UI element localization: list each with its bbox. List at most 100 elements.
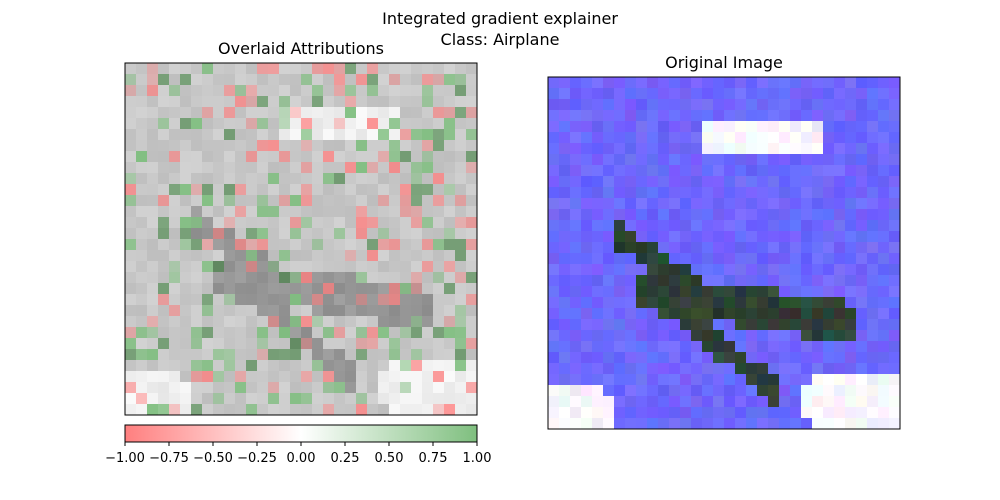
attribution-cell: [279, 118, 291, 130]
image-pixel: [735, 253, 747, 265]
image-pixel: [669, 187, 681, 199]
image-pixel: [691, 154, 703, 166]
attribution-cell: [334, 162, 346, 174]
attribution-cell: [279, 239, 291, 251]
image-pixel: [625, 198, 637, 210]
image-pixel: [823, 385, 835, 397]
image-pixel: [713, 286, 725, 298]
image-pixel: [735, 220, 747, 232]
image-pixel: [570, 341, 582, 353]
attribution-cell: [213, 118, 225, 130]
attribution-cell: [246, 162, 258, 174]
attribution-cell: [422, 382, 434, 394]
image-pixel: [856, 418, 868, 430]
image-pixel: [845, 143, 857, 155]
attribution-cell: [378, 217, 390, 229]
attribution-cell: [235, 272, 247, 284]
image-pixel: [856, 121, 868, 133]
attribution-cell: [202, 206, 214, 218]
image-pixel: [713, 198, 725, 210]
attribution-cell: [169, 129, 181, 141]
attribution-cell: [246, 151, 258, 163]
attribution-cell: [191, 239, 203, 251]
attribution-cell: [235, 173, 247, 185]
image-pixel: [669, 264, 681, 276]
attribution-cell: [378, 294, 390, 306]
attribution-cell: [455, 272, 467, 284]
attribution-cell: [147, 338, 159, 350]
image-pixel: [779, 363, 791, 375]
image-pixel: [713, 385, 725, 397]
image-pixel: [724, 275, 736, 287]
attribution-cell: [246, 261, 258, 273]
attribution-cell: [279, 404, 291, 416]
image-pixel: [614, 385, 626, 397]
attribution-cell: [213, 162, 225, 174]
attribution-cell: [444, 283, 456, 295]
image-pixel: [889, 110, 901, 122]
image-pixel: [625, 253, 637, 265]
image-pixel: [768, 363, 780, 375]
image-pixel: [779, 187, 791, 199]
attribution-cell: [345, 173, 357, 185]
attribution-cell: [444, 349, 456, 361]
image-pixel: [867, 110, 879, 122]
attribution-cell: [180, 349, 192, 361]
attribution-cell: [169, 272, 181, 284]
image-pixel: [823, 143, 835, 155]
image-pixel: [625, 319, 637, 331]
attribution-cell: [257, 294, 269, 306]
image-pixel: [735, 132, 747, 144]
image-pixel: [779, 143, 791, 155]
image-pixel: [548, 341, 560, 353]
attribution-cell: [268, 107, 280, 119]
attribution-cell: [323, 382, 335, 394]
attribution-cell: [246, 63, 258, 75]
attribution-cell: [301, 261, 313, 273]
attribution-cell: [345, 327, 357, 339]
image-pixel: [669, 110, 681, 122]
attribution-cell: [389, 184, 401, 196]
colorbar-tick-label: 0.75: [419, 451, 448, 466]
attribution-cell: [180, 184, 192, 196]
image-pixel: [790, 77, 802, 89]
attribution-cell: [158, 393, 170, 405]
image-pixel: [735, 286, 747, 298]
image-pixel: [669, 165, 681, 177]
image-pixel: [834, 209, 846, 221]
attribution-cell: [235, 349, 247, 361]
image-pixel: [867, 209, 879, 221]
attribution-cell: [224, 85, 236, 97]
attribution-cell: [433, 151, 445, 163]
attribution-cell: [422, 107, 434, 119]
attribution-cell: [323, 272, 335, 284]
image-pixel: [845, 319, 857, 331]
attribution-cell: [356, 316, 368, 328]
image-pixel: [702, 330, 714, 342]
attribution-cell: [378, 184, 390, 196]
attribution-cell: [235, 316, 247, 328]
attribution-cell: [356, 173, 368, 185]
attribution-cell: [158, 85, 170, 97]
image-pixel: [636, 88, 648, 100]
image-pixel: [812, 198, 824, 210]
attribution-cell: [136, 151, 148, 163]
attribution-cell: [125, 107, 137, 119]
attribution-cell: [312, 404, 324, 416]
attribution-cell: [367, 338, 379, 350]
image-pixel: [724, 77, 736, 89]
image-pixel: [779, 308, 791, 320]
image-pixel: [559, 418, 571, 430]
attribution-cell: [433, 283, 445, 295]
attribution-cell: [213, 184, 225, 196]
image-pixel: [625, 330, 637, 342]
attribution-cell: [411, 151, 423, 163]
attribution-cell: [444, 294, 456, 306]
attribution-cell: [389, 393, 401, 405]
image-pixel: [812, 176, 824, 188]
attribution-cell: [301, 173, 313, 185]
image-pixel: [691, 341, 703, 353]
attribution-cell: [345, 272, 357, 284]
attribution-cell: [345, 118, 357, 130]
attribution-cell: [400, 272, 412, 284]
